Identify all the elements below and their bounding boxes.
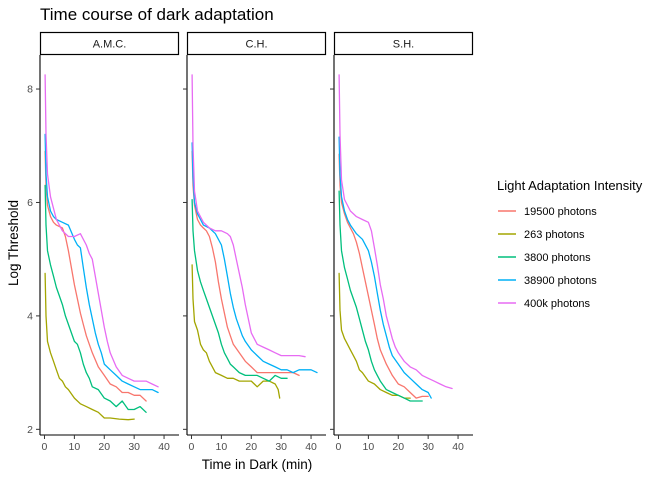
x-tick-label: 10 — [363, 441, 375, 453]
series-line — [338, 272, 411, 399]
x-tick-label: 0 — [42, 441, 48, 453]
legend-items: 19500 photons 263 photons 3800 photons 3890… — [498, 206, 597, 310]
legend-item: 19500 photons — [498, 206, 597, 218]
facet-strip — [39, 31, 180, 56]
facet-strip-label: C.H. — [246, 39, 268, 51]
x-tick-label: 10 — [69, 441, 81, 453]
x-tick-label: 20 — [392, 441, 404, 453]
facet-panels: A.M.C. 0 10 20 30 40 2 4 6 8 C.H. 0 10 20 30 40 S.H. 0 10 2… — [27, 31, 474, 453]
legend-item: 400k photons — [498, 298, 591, 310]
series-line — [191, 74, 306, 358]
series-line — [44, 272, 135, 421]
legend-title: Light Adaptation Intensity — [497, 178, 643, 193]
x-tick-label: 30 — [128, 441, 140, 453]
x-tick-label: 0 — [336, 441, 342, 453]
facet-strip — [186, 31, 327, 56]
x-tick-label: 0 — [189, 441, 195, 453]
legend-item: 38900 photons — [498, 275, 597, 287]
series-line — [44, 133, 159, 394]
legend-label: 19500 photons — [524, 206, 597, 218]
series-line — [44, 150, 147, 402]
series-line — [191, 150, 300, 377]
x-tick-label: 30 — [422, 441, 434, 453]
facet-panel: S.H. 0 10 20 30 40 — [330, 31, 474, 453]
facet-strip — [333, 31, 474, 56]
series-line — [44, 74, 159, 388]
legend-label: 263 photons — [524, 229, 585, 241]
x-tick-label: 40 — [452, 441, 464, 453]
legend-label: 3800 photons — [524, 252, 591, 264]
series-line — [338, 190, 423, 402]
x-tick-label: 20 — [245, 441, 257, 453]
legend: Light Adaptation Intensity 19500 photons… — [497, 178, 643, 310]
y-axis-title: Log Threshold — [6, 200, 21, 286]
y-tick-label: 2 — [27, 424, 33, 436]
legend-item: 3800 photons — [498, 252, 591, 264]
y-tick-label: 8 — [27, 84, 33, 96]
x-axis-title: Time in Dark (min) — [202, 457, 313, 472]
y-tick-label: 4 — [27, 310, 33, 322]
x-tick-label: 30 — [275, 441, 287, 453]
series-line — [338, 136, 432, 399]
series-line — [191, 198, 288, 382]
series-line — [191, 264, 281, 399]
x-tick-label: 20 — [98, 441, 110, 453]
x-tick-label: 40 — [305, 441, 317, 453]
y-tick-label: 6 — [27, 197, 33, 209]
facet-strip-label: A.M.C. — [93, 39, 127, 51]
chart-title: Time course of dark adaptation — [40, 5, 274, 24]
facet-panel: A.M.C. 0 10 20 30 40 2 4 6 8 — [27, 31, 180, 453]
x-tick-label: 40 — [158, 441, 170, 453]
series-line — [338, 74, 453, 390]
legend-label: 38900 photons — [524, 275, 597, 287]
series-line — [44, 184, 147, 413]
legend-item: 263 photons — [498, 229, 585, 241]
x-tick-label: 10 — [216, 441, 228, 453]
facet-strip-label: S.H. — [393, 39, 414, 51]
legend-label: 400k photons — [524, 298, 591, 310]
series-line — [338, 153, 429, 399]
facet-panel: C.H. 0 10 20 30 40 — [183, 31, 327, 453]
series-line — [191, 142, 318, 374]
